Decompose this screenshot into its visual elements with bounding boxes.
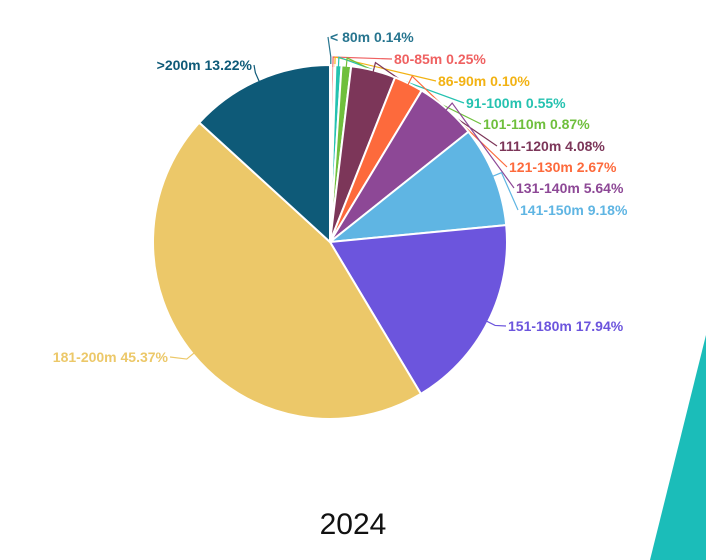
slice-label-131-140m: 131-140m 5.64% xyxy=(516,180,624,196)
year-caption: 2024 xyxy=(319,508,387,541)
leader-line-gt-200m xyxy=(253,64,260,83)
slice-label-151-180m: 151-180m 17.94% xyxy=(508,318,624,334)
slice-label-91-100m: 91-100m 0.55% xyxy=(466,95,566,111)
leader-line-151-180m xyxy=(485,320,507,327)
slice-label-gt-200m: >200m 13.22% xyxy=(157,57,253,73)
leader-line-91-100m xyxy=(337,56,465,104)
slice-label-101-110m: 101-110m 0.87% xyxy=(483,116,590,132)
slice-label-lt-80m: < 80m 0.14% xyxy=(330,29,414,45)
slice-label-181-200m: 181-200m 45.37% xyxy=(53,349,169,365)
slice-label-80-85m: 80-85m 0.25% xyxy=(394,51,486,67)
leader-line-121-130m xyxy=(407,75,508,168)
leader-line-181-200m xyxy=(169,352,195,360)
leader-line-141-150m xyxy=(492,171,519,211)
slice-label-111-120m: 111-120m 4.08% xyxy=(499,138,605,154)
leader-line-86-90m xyxy=(334,56,437,82)
slice-label-121-130m: 121-130m 2.67% xyxy=(509,159,617,175)
slice-label-86-90m: 86-90m 0.10% xyxy=(438,73,530,89)
slice-label-141-150m: 141-150m 9.18% xyxy=(520,202,628,218)
leader-line-lt-80m xyxy=(327,36,332,68)
leader-line-80-85m xyxy=(332,56,393,68)
leader-line-131-140m xyxy=(445,102,515,189)
